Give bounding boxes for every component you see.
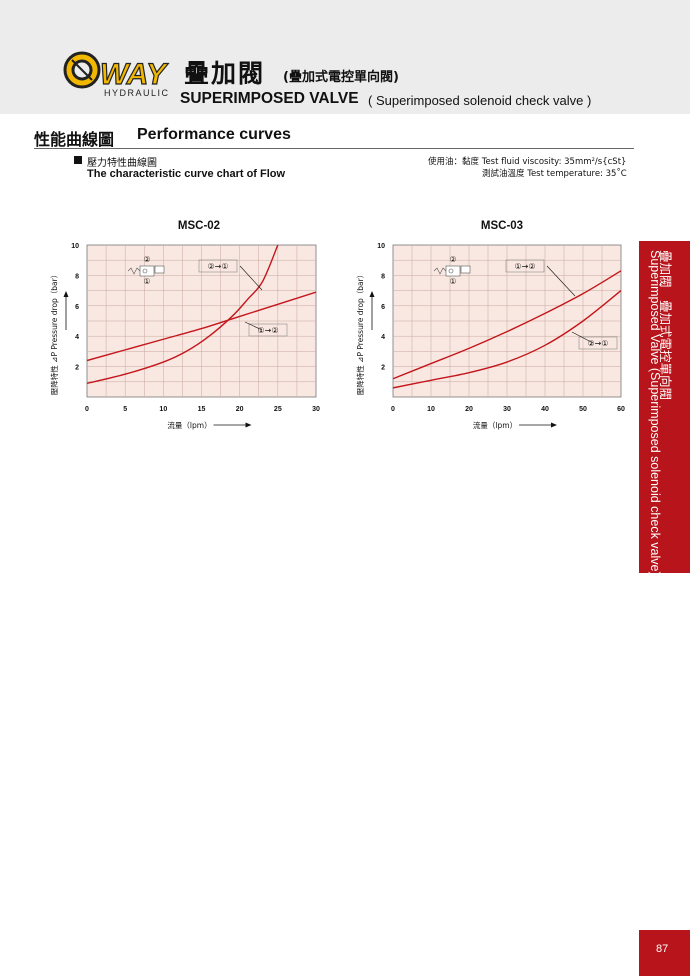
x-tick-label: 40 [541,406,549,413]
curve-label: ②→① [587,339,608,348]
y-axis-label: 壓降特性 ⊿P Pressure drop（bar） [355,271,365,395]
x-tick-label: 25 [274,406,282,413]
port-label: ① [449,277,456,286]
x-tick-label: 30 [503,406,511,413]
y-tick-label: 4 [75,334,79,341]
chart-title: MSC-02 [178,220,220,232]
x-tick-label: 5 [123,406,127,413]
page-subtitle-cn: (疊加式電控單向閥) [283,70,399,85]
y-axis-arrowhead [369,291,375,297]
y-tick-label: 10 [71,243,79,250]
page-number: 87 [656,943,669,955]
side-tab [639,241,690,573]
port-label: ① [143,277,150,286]
section-title-en: Performance curves [137,126,291,143]
y-tick-label: 8 [381,273,385,280]
leader-line [571,331,594,344]
leader-line [546,265,576,297]
side-tab-text-en: Superimposed Valve (Superimposed solenoi… [648,250,662,576]
x-tick-label: 0 [391,406,395,413]
series-line-0 [393,270,621,380]
x-tick-label: 60 [617,406,625,413]
curve-label-box [505,259,545,273]
y-tick-label: 6 [75,304,79,311]
section-divider [34,148,634,149]
y-tick-label: 6 [381,304,385,311]
port-label: ② [449,255,456,264]
page-title-en: SUPERIMPOSED VALVE [180,90,359,107]
x-tick-label: 30 [312,406,320,413]
curve-label: ①→② [257,326,278,335]
series-line-1 [393,290,621,389]
x-tick-label: 20 [236,406,244,413]
page-title-cn: 疊加閥 [184,59,266,88]
logo-text: WAY [100,58,169,91]
page-number-tab [639,930,690,976]
leader-line [239,265,263,291]
x-tick-label: 20 [465,406,473,413]
y-tick-label: 2 [381,365,385,372]
x-tick-label: 10 [427,406,435,413]
logo-subtitle: HYDRAULIC [104,88,170,98]
series-line-1 [87,291,316,362]
y-tick-label: 8 [75,273,79,280]
x-axis-label: 流量（lpm） [473,420,517,430]
x-axis-arrowhead [551,422,557,428]
x-tick-label: 10 [159,406,167,413]
curve-label-box [248,323,288,337]
square-bullet-icon [74,156,82,164]
x-tick-label: 50 [579,406,587,413]
curve-label: ②→① [207,262,228,271]
test-temperature-note: 測試油溫度 Test temperature: 35˚C [482,169,627,179]
curve-label: ①→② [514,262,535,271]
section-title-cn: 性能曲線圖 [34,130,115,149]
curve-label-box [578,336,618,350]
y-axis-label: 壓降特性 ⊿P Pressure drop（bar） [49,271,59,395]
x-tick-label: 0 [85,406,89,413]
series-line-0 [87,245,279,385]
test-fluid-note: 使用油：黏度 Test fluid viscosity: 35mm²/s{cSt… [428,157,627,167]
leader-line [244,321,263,331]
chart-1: MSC-03 0 10 20 30 40 50 60 2 4 6 8 10 壓降特性 ⊿P Pressur… [355,220,625,430]
subsection-title-en: The characteristic curve chart of Flow [87,168,286,180]
y-tick-label: 4 [381,334,385,341]
x-tick-label: 15 [198,406,206,413]
x-axis-label: 流量（lpm） [167,420,211,430]
check-valve-symbol-icon: ②① [127,255,165,286]
page-subtitle-en: ( Superimposed solenoid check valve ) [368,93,592,108]
y-axis-arrowhead [63,291,69,297]
check-valve-symbol-icon: ②① [433,255,471,286]
way-hydraulic-logo: WAY [63,51,170,92]
y-tick-label: 10 [377,243,385,250]
chart-title: MSC-03 [481,220,523,232]
curve-label-box [198,259,238,273]
subsection-title-cn: 壓力特性曲線圖 [87,158,157,169]
port-label: ② [143,255,150,264]
header-band [0,0,690,114]
chart-0: MSC-02 0 5 10 15 20 25 30 2 4 6 8 10 壓降特性 ⊿P Pressure… [49,220,320,430]
x-axis-arrowhead [245,422,252,428]
y-tick-label: 2 [75,365,79,372]
